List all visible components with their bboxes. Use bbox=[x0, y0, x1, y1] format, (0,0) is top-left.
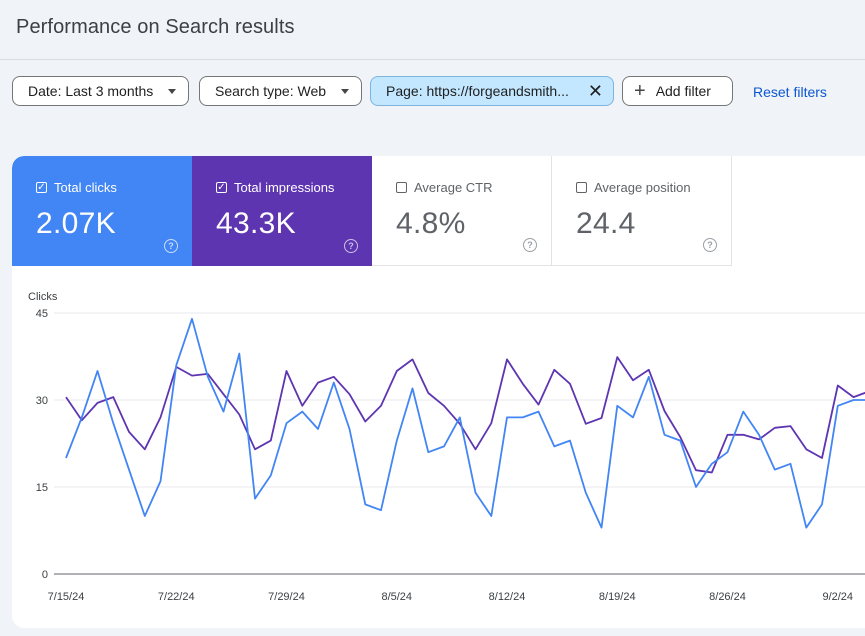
page-title: Performance on Search results bbox=[16, 16, 295, 38]
metric-label: Average CTR bbox=[414, 180, 493, 195]
reset-filters-link[interactable]: Reset filters bbox=[753, 84, 827, 100]
metric-label: Total impressions bbox=[234, 180, 335, 195]
search-type-filter-label: Search type: Web bbox=[215, 83, 327, 99]
add-filter-button[interactable]: + Add filter bbox=[622, 76, 733, 106]
metric-value: 43.3K bbox=[216, 207, 296, 240]
help-icon[interactable]: ? bbox=[344, 239, 358, 253]
help-icon[interactable]: ? bbox=[164, 239, 178, 253]
metric-average-ctr[interactable]: Average CTR 4.8% ? bbox=[372, 156, 552, 266]
search-type-filter-chip[interactable]: Search type: Web bbox=[199, 76, 362, 106]
y-tick-label: 45 bbox=[36, 308, 48, 320]
series-line-total-clicks bbox=[65, 317, 865, 529]
x-tick-label: 7/22/24 bbox=[158, 591, 195, 603]
metric-value: 4.8% bbox=[396, 207, 466, 240]
help-icon[interactable]: ? bbox=[703, 238, 717, 252]
page-filter-label: Page: https://forgeandsmith... bbox=[386, 83, 569, 99]
checkbox-checked-icon[interactable]: ✓ bbox=[216, 181, 227, 193]
metric-label: Total clicks bbox=[54, 180, 117, 195]
plus-icon: + bbox=[634, 80, 646, 102]
x-tick-label: 8/5/24 bbox=[381, 591, 412, 603]
chevron-down-icon bbox=[168, 88, 176, 94]
date-filter-label: Date: Last 3 months bbox=[28, 83, 154, 99]
metric-total-impressions[interactable]: ✓ Total impressions 43.3K ? bbox=[192, 156, 372, 266]
checkbox-unchecked-icon[interactable] bbox=[576, 182, 587, 193]
x-tick-label: 8/26/24 bbox=[709, 591, 746, 603]
chart-svg[interactable]: Clicks 0 15 30 45 7/15/24 7/22/24 7/29/24 8/5/24… bbox=[12, 286, 865, 628]
chevron-down-icon bbox=[341, 88, 349, 94]
metric-value: 24.4 bbox=[576, 207, 636, 240]
y-tick-label: 15 bbox=[36, 482, 48, 494]
y-axis-label: Clicks bbox=[28, 291, 58, 303]
title-divider bbox=[0, 59, 865, 60]
x-tick-label: 7/29/24 bbox=[268, 591, 305, 603]
metric-value: 2.07K bbox=[36, 207, 116, 240]
performance-chart[interactable]: Clicks 0 15 30 45 7/15/24 7/22/24 7/29/24 8/5/24… bbox=[12, 286, 865, 628]
series-line-total-impressions bbox=[65, 356, 865, 474]
x-tick-label: 8/19/24 bbox=[599, 591, 636, 603]
metric-average-position[interactable]: Average position 24.4 ? bbox=[552, 156, 732, 266]
page-filter-chip[interactable]: Page: https://forgeandsmith... ✕ bbox=[370, 76, 614, 106]
x-tick-label: 8/12/24 bbox=[489, 591, 526, 603]
add-filter-label: Add filter bbox=[655, 83, 711, 99]
checkbox-unchecked-icon[interactable] bbox=[396, 182, 407, 193]
help-icon[interactable]: ? bbox=[523, 238, 537, 252]
metric-label: Average position bbox=[594, 180, 691, 195]
date-filter-chip[interactable]: Date: Last 3 months bbox=[12, 76, 189, 106]
y-tick-label: 30 bbox=[36, 395, 48, 407]
close-icon[interactable]: ✕ bbox=[587, 81, 603, 101]
x-tick-label: 9/2/24 bbox=[822, 591, 853, 603]
y-tick-label: 0 bbox=[42, 569, 48, 581]
x-tick-label: 7/15/24 bbox=[48, 591, 85, 603]
metric-total-clicks[interactable]: ✓ Total clicks 2.07K ? bbox=[12, 156, 192, 266]
checkbox-checked-icon[interactable]: ✓ bbox=[36, 181, 47, 193]
performance-card: ✓ Total clicks 2.07K ? ✓ Total impressio… bbox=[12, 156, 865, 628]
